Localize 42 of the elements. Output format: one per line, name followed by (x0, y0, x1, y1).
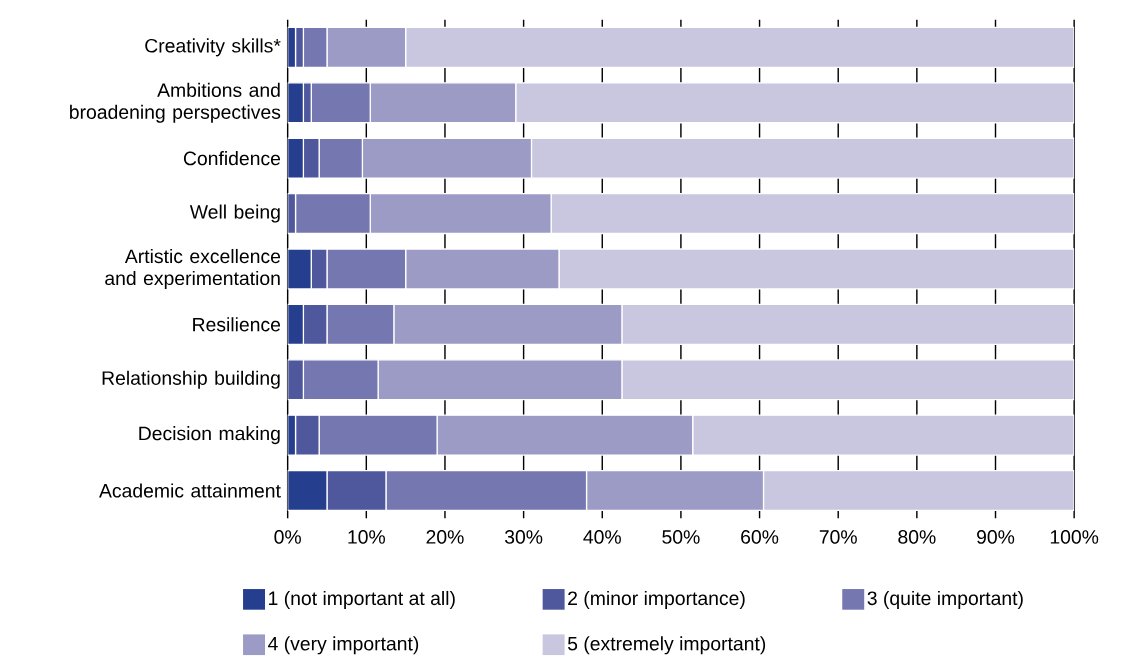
x-tick-label: 50% (662, 529, 700, 544)
y-tick-label: Well being (189, 204, 280, 223)
bar (302, 303, 328, 345)
bar (287, 137, 305, 179)
y-tick-label: Ambitions and broadening perspectives (70, 82, 281, 123)
legend-label: 1 (not important at all) (269, 590, 455, 609)
x-tick-label: 20% (426, 529, 464, 544)
y-tick-label: Confidence (183, 150, 281, 166)
x-tick-label: 40% (583, 529, 621, 544)
bar (287, 359, 305, 401)
x-tick-label: 90% (977, 529, 1015, 544)
bar (287, 82, 305, 124)
bar (326, 469, 387, 511)
x-tick-label: 70% (819, 529, 857, 544)
legend-label: 3 (quite important) (867, 590, 1023, 609)
bar (515, 82, 1075, 124)
bar (558, 248, 1075, 290)
x-tick-label: 0% (274, 529, 301, 544)
bar (762, 469, 1075, 511)
bar (287, 469, 328, 511)
x-tick-label: 30% (504, 529, 543, 544)
bar (621, 303, 1075, 345)
bar (530, 137, 1075, 179)
bar (550, 192, 1075, 235)
legend-label: 5 (extremely important) (567, 636, 766, 655)
y-tick-label: Academic attainment (99, 483, 281, 498)
bar (692, 414, 1075, 456)
y-tick-label: Creativity skills* (145, 38, 281, 57)
y-tick-label: Resilience (193, 317, 281, 332)
legend-label: 4 (very important) (268, 636, 419, 655)
x-tick-label: 100% (1050, 529, 1099, 544)
x-tick-label: 10% (348, 529, 385, 544)
bar (287, 248, 312, 290)
y-tick-label: Decision making (139, 425, 280, 445)
y-tick-label: Relationship building (102, 370, 280, 389)
bar (621, 359, 1075, 401)
y-tick-label: Artistic excellence and experimentation (105, 248, 281, 289)
x-tick-label: 80% (898, 529, 936, 544)
x-tick-label: 60% (741, 529, 779, 544)
bar (287, 303, 305, 345)
legend-label: 2 (minor importance) (568, 590, 745, 609)
bar (404, 26, 1075, 68)
